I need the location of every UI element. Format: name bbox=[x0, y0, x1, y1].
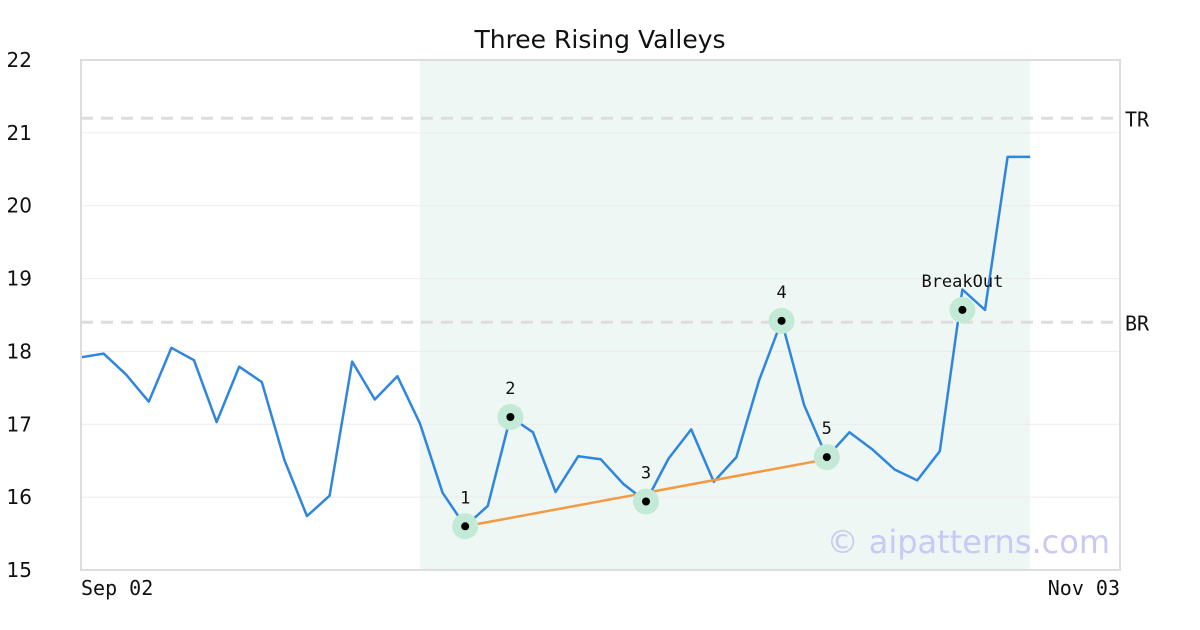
point-label-breakout: BreakOut bbox=[921, 272, 1003, 292]
point-marker-dot bbox=[506, 413, 515, 421]
price-series-line bbox=[80, 155, 1031, 528]
highlight-band bbox=[420, 60, 1031, 570]
grid-layer bbox=[81, 59, 1120, 571]
highlight-band-layer bbox=[420, 60, 1031, 570]
y-tick-label: 19 bbox=[7, 267, 32, 291]
series-layer bbox=[80, 155, 1031, 528]
point-label-3: 3 bbox=[641, 464, 651, 484]
y-tick-label: 20 bbox=[7, 194, 32, 218]
point-marker-dot bbox=[822, 453, 831, 462]
plot-frame bbox=[80, 59, 1121, 571]
level-label-tr: TR bbox=[1125, 107, 1150, 131]
marker-layer: 1 2 3 4 5 BreakOut bbox=[452, 272, 1003, 540]
point-label-1: 1 bbox=[460, 488, 470, 508]
y-tick-label: 21 bbox=[7, 121, 32, 145]
chart-title: Three Rising Valleys bbox=[473, 25, 725, 54]
y-tick-label: 15 bbox=[7, 558, 32, 582]
y-tick-label: 22 bbox=[7, 48, 32, 72]
point-marker-dot bbox=[777, 316, 786, 325]
point-label-2: 2 bbox=[505, 379, 515, 399]
point-label-4: 4 bbox=[776, 283, 786, 303]
level-layer: TR BR bbox=[81, 107, 1150, 335]
point-label-5: 5 bbox=[822, 419, 832, 439]
y-tick-label: 18 bbox=[7, 339, 32, 363]
y-tick-label: 17 bbox=[7, 412, 32, 436]
point-marker-dot bbox=[461, 522, 470, 531]
x-tick-label: Nov 03 bbox=[1048, 576, 1120, 600]
point-marker-dot bbox=[958, 305, 967, 314]
watermark: © aipatterns.com bbox=[827, 523, 1110, 561]
y-tick-label: 16 bbox=[7, 485, 32, 509]
point-marker-dot bbox=[642, 497, 650, 506]
x-tick-label: Sep 02 bbox=[81, 576, 153, 600]
level-label-br: BR bbox=[1125, 311, 1150, 335]
